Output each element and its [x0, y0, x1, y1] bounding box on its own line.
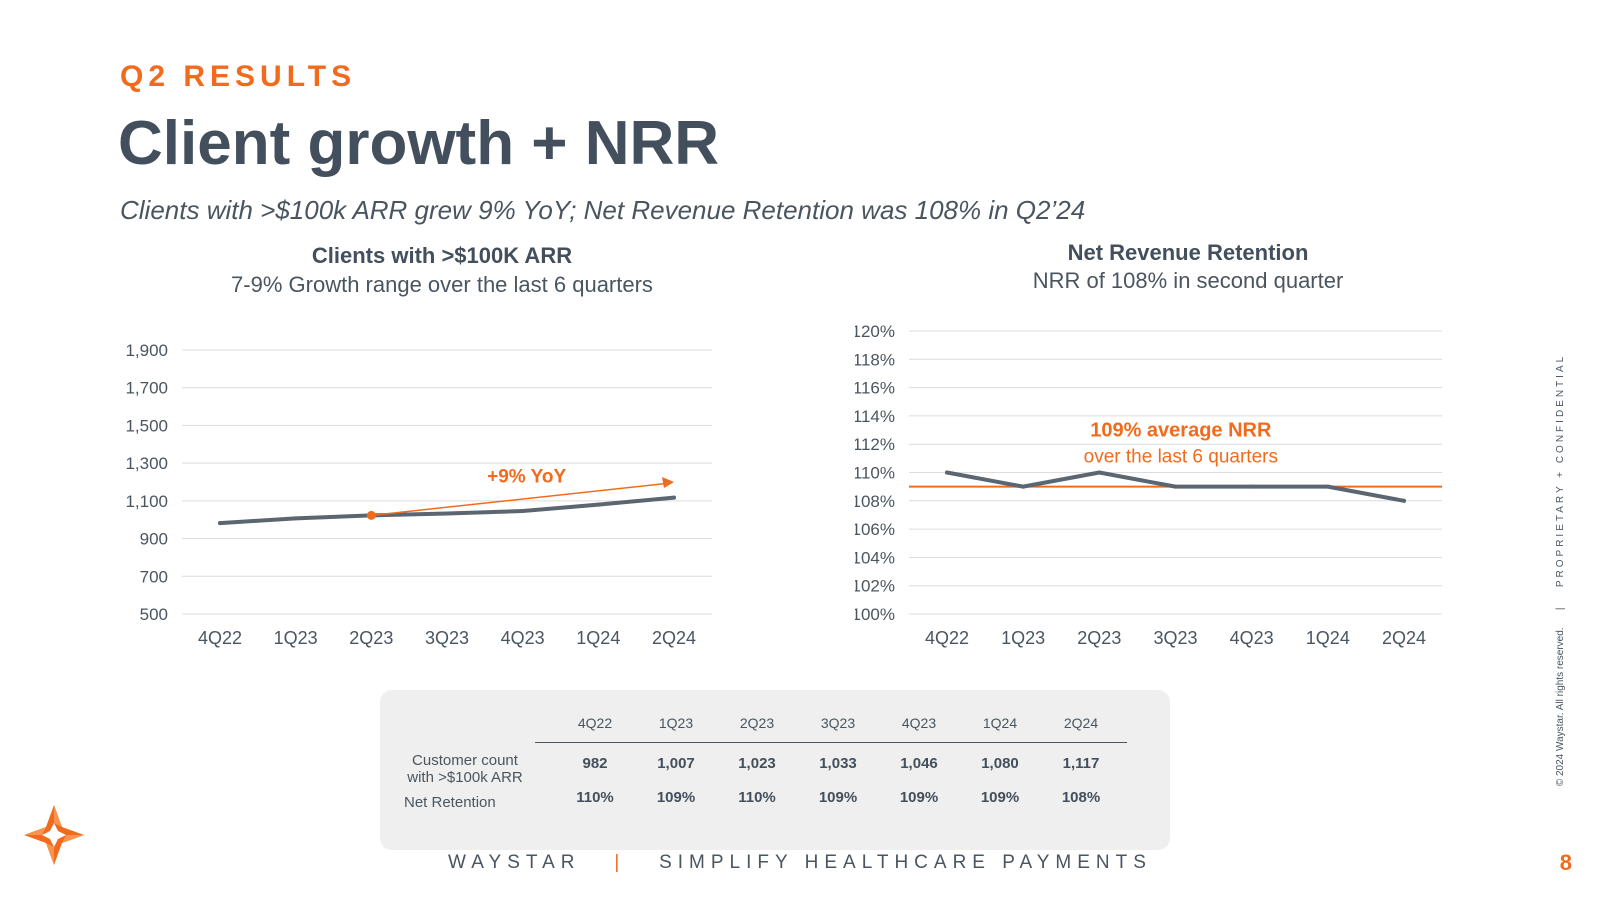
row-label-net-retention: Net Retention [404, 794, 496, 811]
clients-x-tick-label: 1Q23 [274, 628, 318, 648]
footer-separator: | [614, 852, 626, 873]
right-chart-subtitle: NRR of 108% in second quarter [1032, 268, 1344, 293]
row-label-customer-count-line1: Customer count [412, 752, 518, 769]
proprietary-label: PROPRIETARY + CONFIDENTIAL [1555, 353, 1566, 588]
clients-y-tick-label: 900 [140, 530, 168, 549]
table-cell: 109% [818, 789, 858, 806]
table-column-header: 1Q23 [658, 715, 694, 731]
page-subtitle: Clients with >$100k ARR grew 9% YoY; Net… [120, 195, 1086, 225]
clients-y-tick-label: 1,900 [125, 341, 168, 360]
nrr-y-tick-label: 120% [855, 322, 895, 341]
nrr-x-tick-label: 2Q23 [1077, 628, 1121, 648]
table-cell: 1,046 [900, 755, 938, 772]
page-title: Client growth + NRR [118, 109, 720, 178]
nrr-x-tick-label: 1Q24 [1306, 628, 1350, 648]
table-cell: 1,023 [738, 755, 776, 772]
clients-y-tick-label: 1,100 [125, 492, 168, 511]
clients-y-tick-label: 700 [140, 567, 168, 586]
clients-yoy-start-dot [366, 510, 376, 520]
clients-yoy-label: +9% YoY [487, 467, 566, 488]
clients-arr-line-chart: 500 700 900 1,100 1,300 1,500 1,700 1,900 4Q22 1Q… [125, 341, 712, 648]
nrr-data-point [1402, 498, 1406, 503]
nrr-x-tick-label: 3Q23 [1153, 628, 1197, 648]
table-header-rule [535, 742, 1127, 743]
clients-x-tick-label: 4Q22 [198, 628, 242, 648]
table-cell: 109% [899, 789, 939, 806]
right-chart-title: Net Revenue Retention [1067, 240, 1309, 265]
clients-y-tick-label: 500 [140, 605, 168, 624]
nrr-data-point [945, 470, 949, 475]
clients-data-point [293, 516, 298, 521]
nrr-data-point [1097, 470, 1102, 475]
nrr-line-chart: 100% 102% 104% 106% 108% 110% 112% 114% 116% 118%… [855, 322, 1442, 648]
table-cell: 110% [738, 789, 776, 806]
clients-data-point [445, 511, 449, 516]
table-cell: 1,080 [981, 755, 1019, 772]
table-column-header: 2Q23 [739, 715, 775, 731]
page-number: 8 [1559, 850, 1572, 875]
clients-x-tick-label: 4Q23 [501, 628, 545, 648]
table-column-header: 4Q22 [577, 715, 613, 731]
clients-data-point [218, 521, 222, 526]
nrr-y-tick-label: 112% [855, 435, 895, 454]
table-cell: 108% [1061, 789, 1101, 806]
table-column-header: 3Q23 [820, 715, 856, 731]
table-column-header: 2Q24 [1063, 715, 1099, 731]
table-cell: 1,033 [819, 755, 857, 772]
footer-tagline: WAYSTAR | SIMPLIFY HEALTHCARE PAYMENTS [0, 852, 1600, 874]
waystar-star-logo-icon [24, 805, 84, 865]
nrr-y-tick-label: 116% [855, 379, 895, 398]
nrr-x-tick-label: 2Q24 [1382, 628, 1426, 648]
section-label: Q2 RESULTS [120, 60, 357, 93]
nrr-data-point [1173, 484, 1178, 489]
nrr-x-tick-label: 1Q23 [1001, 628, 1045, 648]
table-cell: 1,117 [1062, 755, 1100, 772]
clients-data-point [520, 509, 525, 514]
nrr-data-point [1021, 484, 1026, 489]
footer-tagline-text: SIMPLIFY HEALTHCARE PAYMENTS [659, 852, 1152, 873]
nrr-y-tick-label: 118% [855, 350, 895, 369]
clients-y-tick-label: 1,700 [125, 379, 168, 398]
nrr-y-tick-label: 110% [855, 464, 895, 483]
nrr-y-tick-label: 100% [855, 605, 895, 624]
nrr-y-tick-label: 106% [855, 520, 895, 539]
table-cell: 109% [980, 789, 1020, 806]
nrr-average-sublabel: over the last 6 quarters [1084, 447, 1278, 468]
table-cell: 1,007 [657, 755, 695, 772]
left-chart-subtitle: 7-9% Growth range over the last 6 quarte… [231, 272, 653, 297]
nrr-x-tick-label: 4Q23 [1230, 628, 1274, 648]
nrr-average-label: 109% average NRR [1090, 420, 1272, 442]
copyright-text: © 2024 Waystar. All rights reserved. [1555, 627, 1566, 787]
nrr-data-point [1249, 484, 1254, 489]
clients-y-tick-label: 1,300 [125, 454, 168, 473]
nrr-y-tick-label: 102% [855, 577, 895, 596]
table-cell: 109% [656, 789, 696, 806]
clients-data-point [672, 495, 676, 500]
clients-series-line [218, 495, 676, 526]
clients-data-point [596, 502, 601, 507]
nrr-x-tick-label: 4Q22 [925, 628, 969, 648]
table-cell: 110% [576, 789, 614, 806]
nrr-y-tick-label: 104% [855, 548, 895, 567]
clients-x-tick-label: 2Q23 [349, 628, 393, 648]
confidential-note: © 2024 Waystar. All rights reserved. | P… [1555, 354, 1566, 786]
table-column-header: 1Q24 [982, 715, 1018, 731]
clients-x-tick-label: 2Q24 [652, 628, 696, 648]
nrr-y-tick-label: 108% [855, 492, 895, 511]
clients-y-tick-label: 1,500 [125, 416, 168, 435]
table-cell: 982 [582, 755, 608, 772]
nrr-y-tick-label: 114% [855, 407, 895, 426]
left-chart-title: Clients with >$100K ARR [311, 243, 573, 268]
clients-x-tick-label: 3Q23 [425, 628, 469, 648]
clients-yoy-arrow-head [662, 477, 674, 488]
nrr-data-point [1325, 484, 1330, 489]
footer-brand: WAYSTAR [448, 852, 581, 873]
row-label-customer-count: Customer count with >$100k ARR [390, 752, 540, 786]
row-label-customer-count-line2: with >$100k ARR [407, 769, 523, 786]
table-column-header: 4Q23 [901, 715, 937, 731]
side-note-separator: | [1555, 604, 1566, 611]
clients-yoy-arrow-line [371, 482, 667, 517]
clients-x-tick-label: 1Q24 [576, 628, 620, 648]
metrics-table: 4Q22 1Q23 2Q23 3Q23 4Q23 1Q24 2Q24 Customer co… [380, 690, 1170, 850]
